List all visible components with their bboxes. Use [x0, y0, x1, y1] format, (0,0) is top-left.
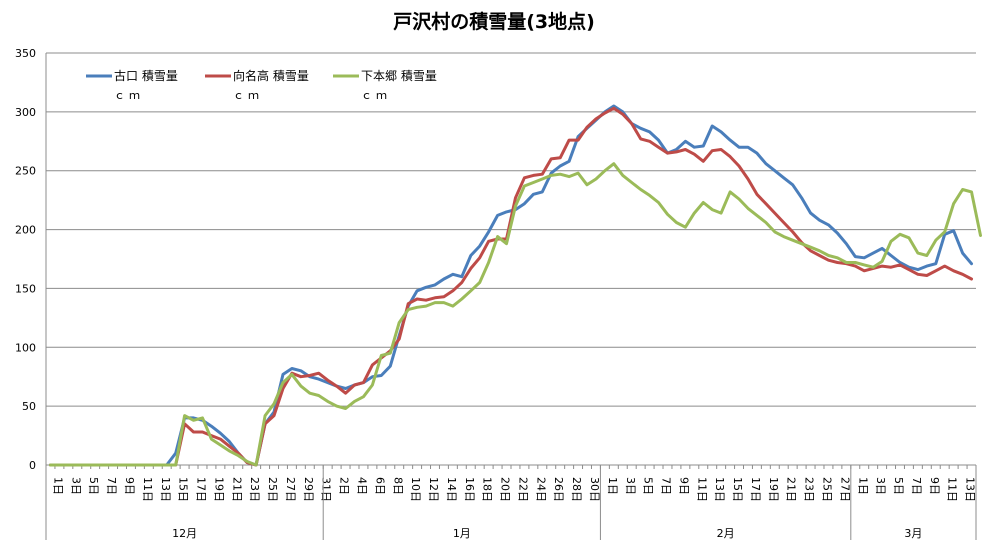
x-tick-label: 7日 [105, 477, 118, 495]
x-tick-label: 27日 [284, 477, 297, 502]
x-tick-label: 21日 [785, 477, 798, 502]
x-tick-label: 31日 [320, 477, 333, 502]
y-tick-label: 250 [15, 165, 36, 178]
y-tick-label: 50 [22, 400, 36, 413]
x-tick-label: 17日 [749, 477, 762, 502]
legend: 古口 積雪量 ｃｍ 向名高 積雪量 ｃｍ 下本郷 積雪量 ｃｍ [86, 68, 437, 102]
x-tick-label: 2日 [338, 477, 351, 495]
legend-unit-3: ｃｍ [361, 89, 391, 102]
x-tick-label: 11日 [141, 477, 154, 502]
x-tick-label: 3日 [69, 477, 82, 495]
x-tick-label: 1日 [51, 477, 64, 495]
month-label: 2月 [717, 527, 735, 540]
x-tick-label: 8日 [391, 477, 404, 495]
series-line-3 [49, 162, 982, 467]
x-tick-label: 9日 [123, 477, 136, 495]
x-tick-label: 10日 [409, 477, 422, 502]
x-tick-label: 21日 [230, 477, 243, 502]
legend-label-3: 下本郷 積雪量 [361, 68, 437, 83]
y-tick-label: 100 [15, 341, 36, 354]
x-tick-label: 29日 [302, 477, 315, 502]
y-tick-label: 200 [15, 224, 36, 237]
x-tick-label: 5日 [87, 477, 100, 495]
y-tick-label: 0 [29, 459, 36, 472]
x-tick-label: 19日 [767, 477, 780, 502]
x-tick-label: 3日 [624, 477, 637, 495]
x-tick-label: 14日 [445, 477, 458, 502]
series-line-2 [49, 106, 973, 467]
x-tick-label: 1日 [606, 477, 619, 495]
month-label: 3月 [904, 527, 922, 540]
month-label: 12月 [172, 527, 197, 540]
x-tick-label: 18日 [481, 477, 494, 502]
y-tick-label: 300 [15, 106, 36, 119]
x-tick-label: 13日 [159, 477, 172, 502]
x-tick-label: 15日 [177, 477, 190, 502]
x-tick-label: 15日 [731, 477, 744, 502]
chart-title: 戸沢村の積雪量(3地点) [393, 10, 595, 33]
x-tick-label: 19日 [212, 477, 225, 502]
x-tick-label: 20日 [499, 477, 512, 502]
x-tick-label: 11日 [946, 477, 959, 502]
x-tick-label: 16日 [463, 477, 476, 502]
x-tick-label: 7日 [660, 477, 673, 495]
legend-label-2: 向名高 積雪量 [233, 68, 309, 83]
legend-unit-2: ｃｍ [233, 89, 263, 102]
legend-label-1: 古口 積雪量 [114, 68, 178, 83]
series-line-1 [49, 104, 973, 467]
x-tick-label: 7日 [910, 477, 923, 495]
x-tick-label: 11日 [695, 477, 708, 502]
x-tick-label: 12日 [427, 477, 440, 502]
x-tick-label: 23日 [248, 477, 261, 502]
y-axis: 0 50 100 150 200 250 300 350 [15, 47, 47, 540]
x-tick-label: 22日 [516, 477, 529, 502]
x-axis: 1日 3日 5日 7日 9日 11日 13日 15日 17日 19日 21日 23日 25日 27日 29日… [45, 464, 977, 540]
x-tick-label: 5日 [892, 477, 905, 495]
x-tick-label: 17日 [195, 477, 208, 502]
x-tick-label: 3日 [874, 477, 887, 495]
legend-unit-1: ｃｍ [114, 89, 144, 102]
x-tick-label: 1日 [856, 477, 869, 495]
x-tick-label: 28日 [570, 477, 583, 502]
x-tick-label: 26日 [552, 477, 565, 502]
x-tick-label: 25日 [821, 477, 834, 502]
x-tick-label: 30日 [588, 477, 601, 502]
x-tick-label: 25日 [266, 477, 279, 502]
x-tick-label: 27日 [838, 477, 851, 502]
x-tick-label: 5日 [642, 477, 655, 495]
series-lines [49, 104, 982, 467]
x-tick-label: 23日 [803, 477, 816, 502]
x-tick-label: 6日 [373, 477, 386, 495]
x-tick-label: 13日 [964, 477, 977, 502]
y-tick-label: 150 [15, 282, 36, 295]
x-tick-label: 9日 [928, 477, 941, 495]
y-tick-label: 350 [15, 47, 36, 60]
x-tick-label: 24日 [534, 477, 547, 502]
month-label: 1月 [453, 527, 471, 540]
x-tick-label: 9日 [677, 477, 690, 495]
x-tick-label: 13日 [713, 477, 726, 502]
x-tick-label: 4日 [356, 477, 369, 495]
